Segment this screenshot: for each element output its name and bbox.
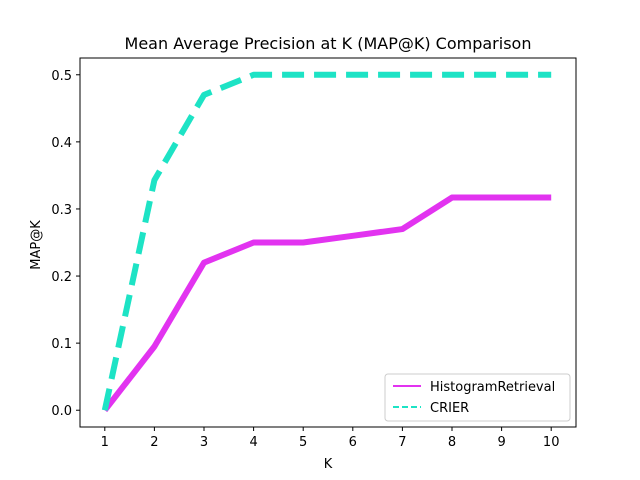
x-tick-label: 3 [200, 435, 208, 450]
series-line-1 [102, 194, 552, 413]
x-tick-label: 6 [349, 435, 357, 450]
y-tick-label: 0.0 [51, 404, 72, 419]
y-tick-label: 0.5 [51, 69, 72, 84]
x-tick-label: 1 [101, 435, 109, 450]
y-tick-label: 0.2 [51, 270, 72, 285]
x-tick-label: 10 [543, 435, 560, 450]
y-tick-label: 0.4 [51, 136, 72, 151]
legend-label-2: CRIER [430, 401, 469, 416]
x-tick-label: 8 [448, 435, 456, 450]
plot-area: 1 2 3 4 5 6 7 8 9 10 0.0 0.1 0.2 0.3 0.4 0.5 [51, 57, 577, 450]
x-tick-label: 9 [497, 435, 505, 450]
x-tick-label: 2 [150, 435, 158, 450]
x-tick-label: 7 [398, 435, 406, 450]
chart-title: Mean Average Precision at K (MAP@K) Comp… [125, 34, 532, 53]
legend-label-1: HistogramRetrieval [430, 380, 555, 395]
x-axis-label: K [324, 457, 333, 472]
axes-frame [79, 57, 577, 428]
y-tick-label: 0.1 [51, 337, 72, 352]
legend: HistogramRetrieval CRIER [384, 373, 571, 422]
x-tick-label: 4 [249, 435, 257, 450]
x-tick-label: 5 [299, 435, 307, 450]
y-tick-label: 0.3 [51, 203, 72, 218]
legend-box [384, 373, 571, 422]
y-axis-label: MAP@K [29, 220, 44, 270]
series-line-2 [101, 71, 552, 411]
